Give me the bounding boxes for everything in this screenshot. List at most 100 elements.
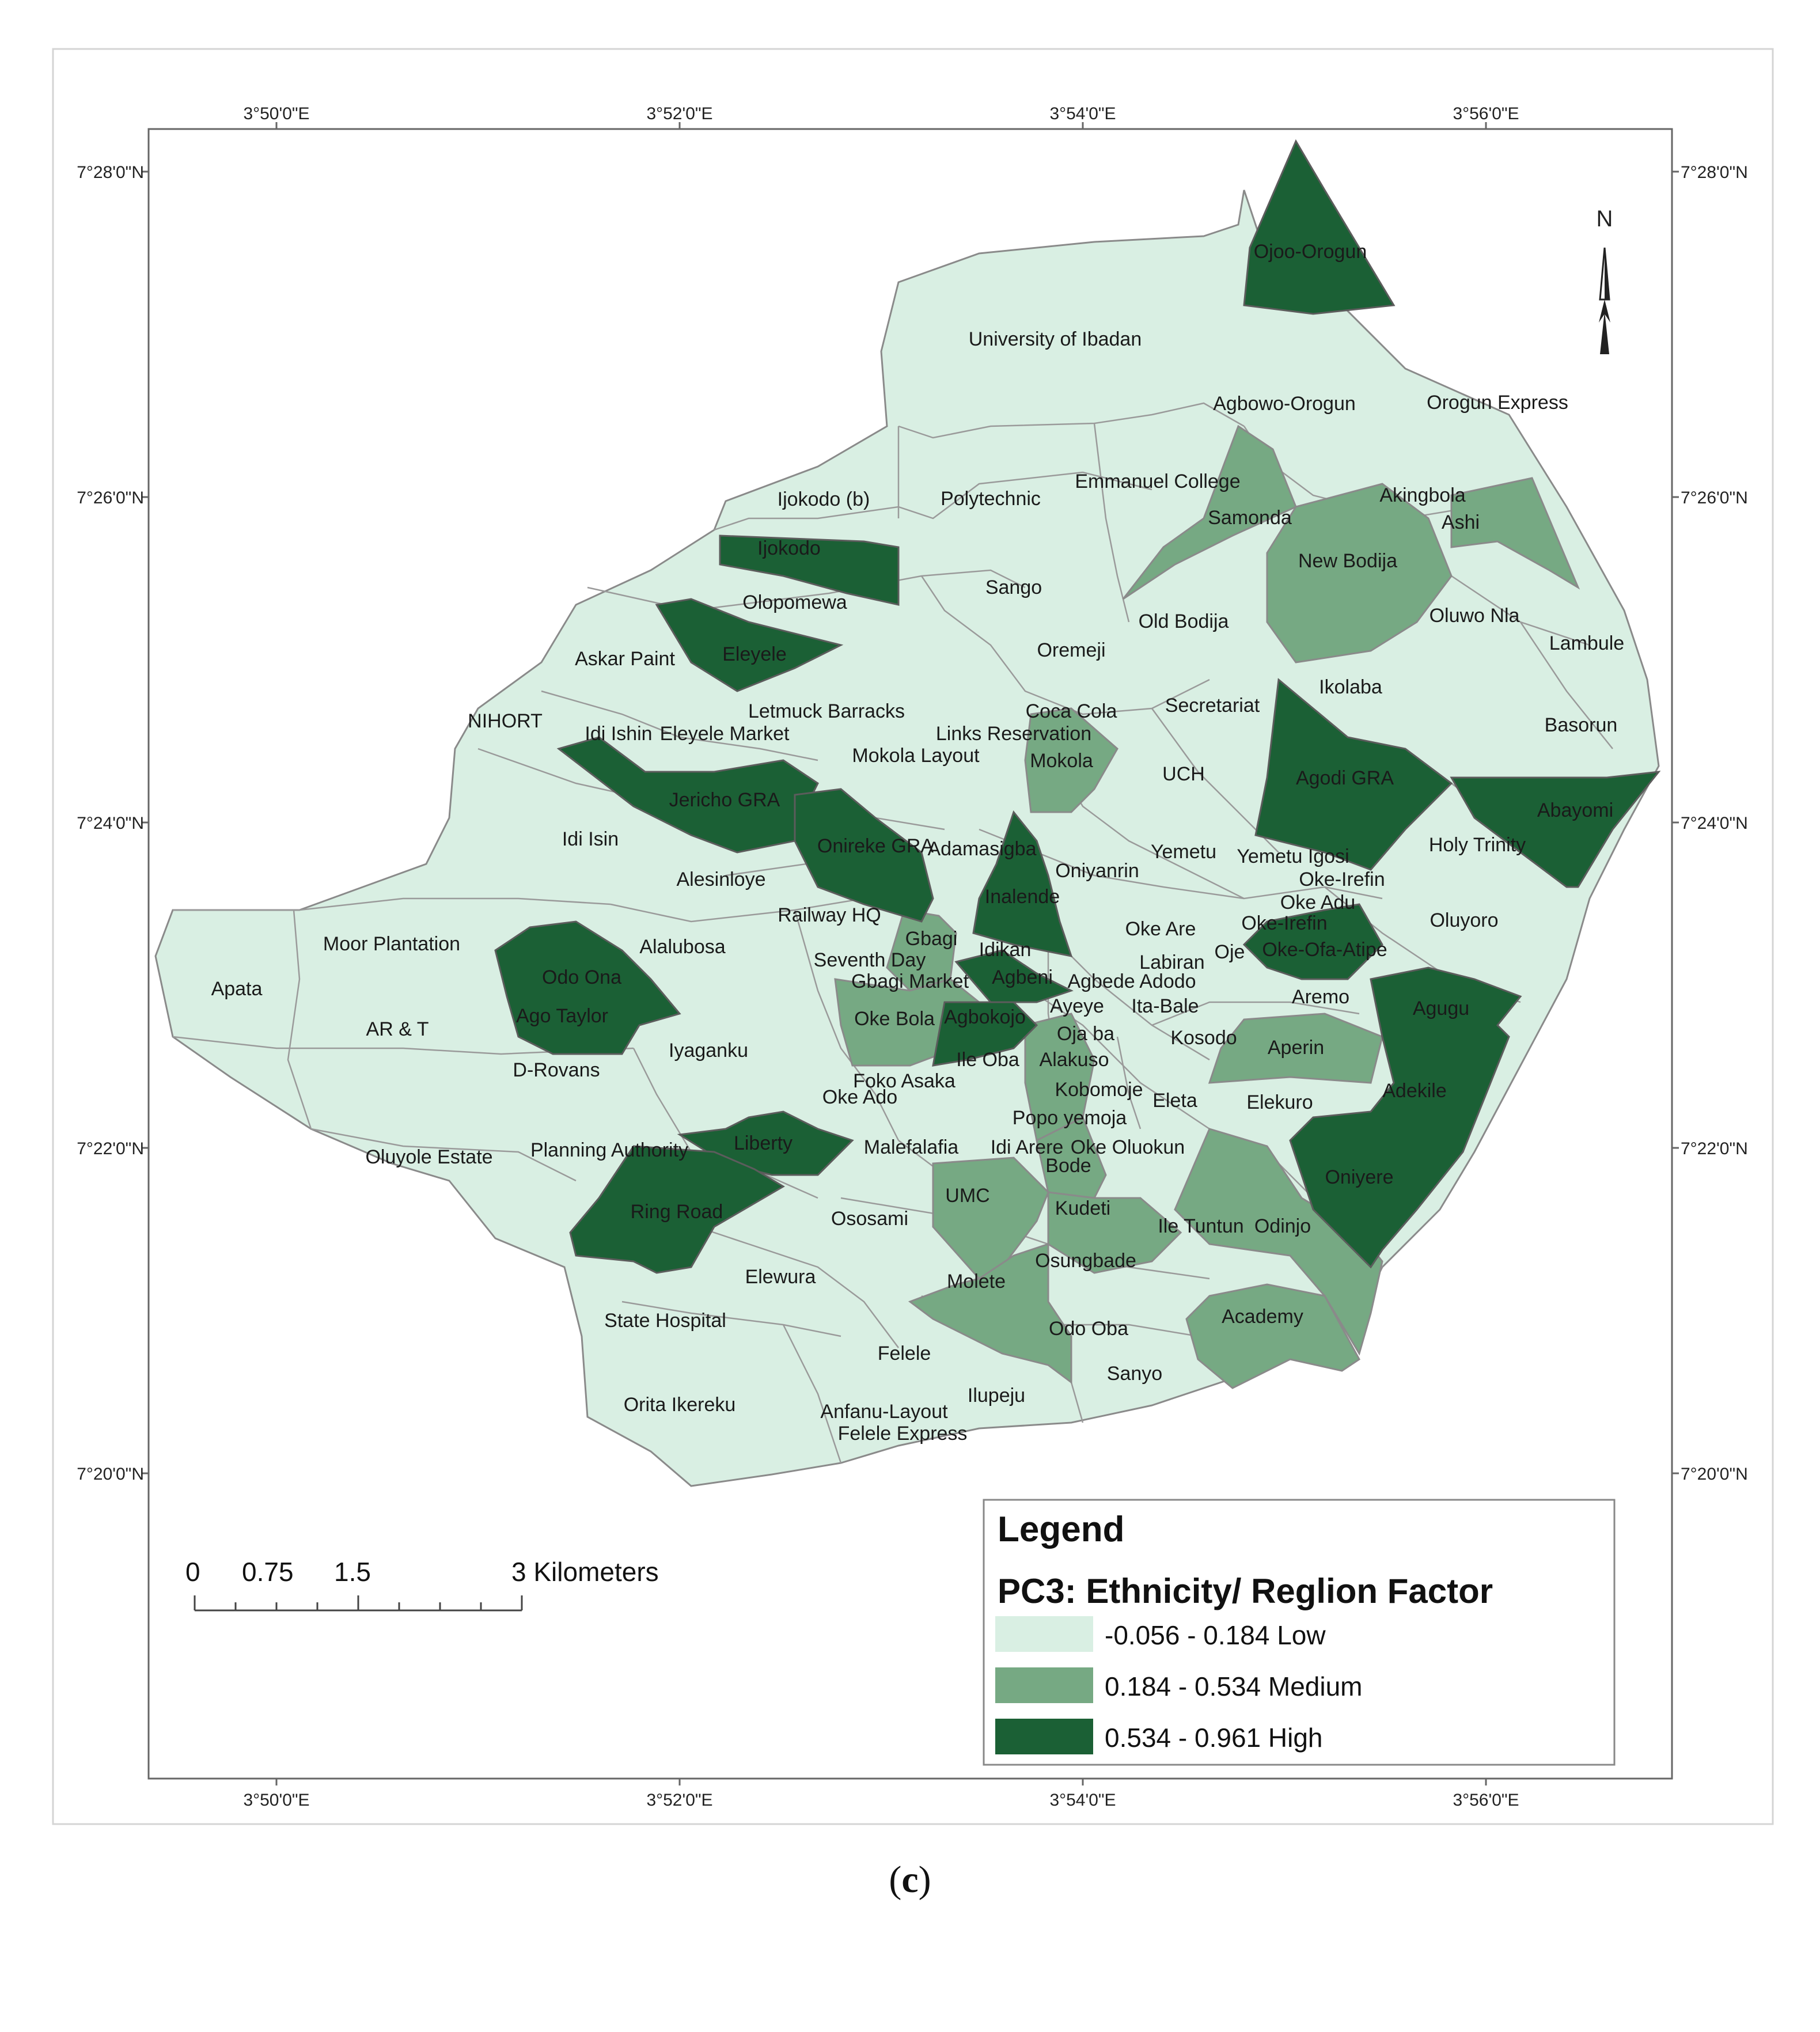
longitude-labels-top: 3°50'0"E 3°52'0"E 3°54'0"E 3°56'0"E: [243, 104, 1519, 123]
place-label: Secretariat: [1165, 695, 1260, 716]
region-kudeti: [1047, 1191, 1182, 1274]
place-label: Inalende: [985, 886, 1060, 908]
region-academy: [1185, 1283, 1360, 1389]
region-onireke-gra: [794, 788, 934, 923]
place-label: Basorun: [1545, 714, 1618, 736]
place-label: Kosodo: [1170, 1027, 1237, 1049]
place-label: Molete: [947, 1271, 1006, 1292]
place-label: Sanyo: [1107, 1363, 1162, 1385]
place-label: Agbede Adodo: [1067, 970, 1196, 992]
lon-label: 3°52'0"E: [646, 1791, 712, 1810]
place-labels: Ojoo-Orogun University of Ibadan Agbowo-Or…: [211, 241, 1625, 1445]
place-label: Gbagi: [905, 928, 958, 950]
region-eleyele: [655, 598, 844, 692]
north-label: N: [1597, 206, 1613, 232]
place-label: Old Bodija: [1139, 611, 1229, 632]
place-label: Mokola: [1030, 750, 1093, 772]
place-label: Askar Paint: [575, 648, 675, 670]
lon-label: 3°54'0"E: [1049, 104, 1116, 123]
place-label: Ile Tuntun: [1158, 1215, 1243, 1237]
place-label: Agbowo-Orogun: [1213, 393, 1356, 415]
place-label: Eleyele: [722, 643, 787, 665]
place-label: Agbeni: [992, 966, 1053, 988]
region-molete: [908, 1242, 1072, 1384]
scale-label-15: 1.5: [334, 1557, 371, 1587]
north-arrow: N: [1597, 206, 1613, 354]
place-label: Oluwo Nla: [1430, 605, 1520, 627]
place-label: Polytechnic: [941, 488, 1041, 510]
place-label: Gbagi Market: [851, 970, 969, 992]
region-abayomi: [1450, 771, 1661, 888]
lat-label: 7°22'0"N: [1681, 1139, 1748, 1158]
place-label: Odo Oba: [1049, 1318, 1128, 1340]
place-label: Links Reservation: [936, 723, 1091, 745]
place-label: Apata: [211, 978, 263, 1000]
scale-label-3km: 3 Kilometers: [511, 1557, 659, 1587]
place-label: Oke-Ofa-Atipe: [1262, 939, 1387, 961]
scale-label-075: 0.75: [242, 1557, 294, 1587]
place-label: Planning Authority: [530, 1139, 688, 1161]
place-label: UCH: [1162, 763, 1205, 785]
place-label: D-Rovans: [513, 1059, 600, 1081]
region-samonda: [1122, 424, 1297, 600]
place-label: Odinjo: [1254, 1215, 1311, 1237]
place-label: University of Ibadan: [969, 328, 1142, 350]
place-label: Oke-Irefin: [1299, 869, 1385, 890]
legend-subtitle: PC3: Ethnicity/ Reglion Factor: [998, 1572, 1493, 1610]
legend: Legend PC3: Ethnicity/ Reglion Factor -0…: [983, 1499, 1616, 1766]
place-label: AR & T: [366, 1018, 429, 1040]
place-label: State Hospital: [604, 1310, 726, 1332]
region-new-bodija: [1266, 483, 1453, 664]
place-label: Felele: [878, 1343, 931, 1364]
place-label: Sango: [985, 577, 1042, 598]
legend-label-high: 0.534 - 0.961 High: [1105, 1723, 1323, 1753]
place-label: Eleyele Market: [660, 723, 790, 745]
place-label: Ile Oba: [956, 1049, 1019, 1071]
region-ijokodo: [719, 534, 900, 606]
place-label: Kobomoje: [1055, 1079, 1143, 1101]
region-bode: [1036, 1116, 1107, 1199]
legend-swatch-high: [995, 1719, 1093, 1754]
longitude-labels-bottom: 3°50'0"E 3°52'0"E 3°54'0"E 3°56'0"E: [243, 1791, 1519, 1810]
scale-label-0: 0: [185, 1557, 200, 1587]
place-label: Ashi: [1442, 511, 1480, 533]
legend-title: Legend: [998, 1510, 1124, 1549]
legend-swatch-medium: [995, 1667, 1093, 1703]
place-label: Orogun Express: [1427, 392, 1568, 414]
medium-class-regions: [834, 424, 1580, 1389]
place-label: Oke Bola: [854, 1008, 935, 1030]
place-label: Moor Plantation: [323, 933, 460, 955]
lon-label: 3°50'0"E: [243, 1791, 309, 1810]
region-umc: [932, 1157, 1049, 1280]
region-inalende: [972, 810, 1073, 957]
place-label: Onireke GRA: [817, 835, 934, 857]
region-ashi: [1450, 477, 1580, 590]
region-ojoo-orogun: [1243, 139, 1396, 315]
lat-label: 7°26'0"N: [77, 488, 144, 507]
place-label: Oluyole Estate: [365, 1146, 492, 1168]
legend-label-medium: 0.184 - 0.534 Medium: [1105, 1671, 1363, 1701]
region-aperin: [1208, 1013, 1383, 1084]
latitude-labels-left: 7°28'0"N 7°26'0"N 7°24'0"N 7°22'0"N 7°20…: [77, 163, 144, 1484]
high-class-regions: [494, 139, 1661, 1274]
place-label: UMC: [945, 1185, 989, 1207]
place-label: Idi Ishin: [585, 723, 652, 745]
place-label: Ojoo-Orogun: [1254, 241, 1367, 263]
place-label: Agugu: [1413, 998, 1469, 1019]
place-label: Oke Adu: [1280, 892, 1355, 913]
place-label: Seventh Day: [814, 949, 926, 971]
place-label: Ayeye: [1050, 995, 1104, 1017]
legend-label-low: -0.056 - 0.184 Low: [1105, 1620, 1326, 1650]
place-label: Foko Asaka: [853, 1070, 955, 1092]
place-label: Abayomi: [1537, 799, 1613, 821]
place-label: Ijokodo: [757, 537, 821, 559]
place-label: Idikan: [979, 939, 1032, 961]
lat-label: 7°20'0"N: [77, 1465, 144, 1484]
place-label: Emmanuel College: [1075, 471, 1240, 492]
place-label: Yemetu Igosi: [1237, 846, 1349, 867]
place-label: Bode: [1045, 1155, 1091, 1177]
place-label: Ikolaba: [1319, 676, 1382, 698]
place-label: Mokola Layout: [852, 745, 980, 767]
place-label: Ososami: [831, 1208, 908, 1230]
place-label: Idi Arere: [991, 1136, 1064, 1158]
